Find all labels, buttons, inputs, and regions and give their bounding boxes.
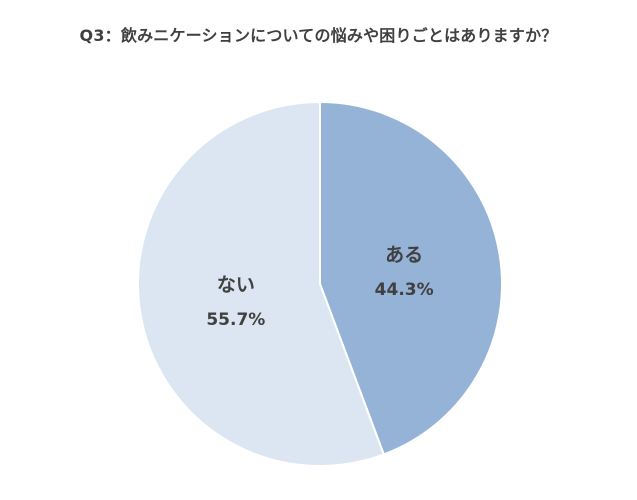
slice-label-1: ある [385,244,423,266]
pie-slice-2 [137,100,386,467]
slice-value-2: 55.7% [206,310,265,330]
chart-title: Q3：飲みニケーションについての悩みや困りごとはありますか？ [79,26,558,45]
slice-value-1: 44.3% [375,280,434,300]
pie-slice-1 [319,100,503,456]
slice-label-2: ない [217,274,255,296]
